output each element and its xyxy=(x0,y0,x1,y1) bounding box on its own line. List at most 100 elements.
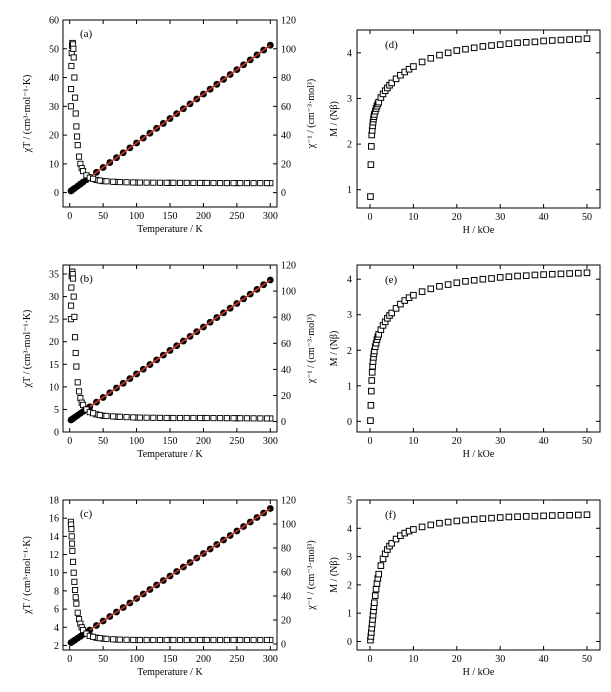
x-tick-label: 300 xyxy=(263,436,278,447)
y-tick-label-left: 10 xyxy=(49,568,59,579)
y-tick-label: 4 xyxy=(347,48,352,59)
x-axis-label: Temperature / K xyxy=(137,667,203,678)
x-tick-label: 30 xyxy=(495,654,505,665)
chiT-point xyxy=(90,175,97,182)
chiT-point xyxy=(230,180,237,187)
chiT-point xyxy=(190,414,197,422)
panel-f: 0 10 20 30 40 50 0 1 2 3 4 5 H / kOe M / (Nβ) (f) xyxy=(329,496,601,678)
y-tick-label-right: 20 xyxy=(281,391,291,402)
panel-label: (e) xyxy=(385,274,398,286)
plot-frame xyxy=(356,264,601,433)
y-tick-label-right: 0 xyxy=(281,640,286,651)
chiT-point xyxy=(230,636,237,644)
chiT-point xyxy=(243,415,250,422)
magnetization-point xyxy=(522,513,530,520)
y-tick-label-left: 15 xyxy=(49,360,59,371)
magnetization-point xyxy=(444,49,452,57)
y-tick-label-right: 20 xyxy=(281,616,291,627)
fit-line xyxy=(89,44,271,178)
x-tick-label: 0 xyxy=(368,436,373,447)
magnetization-point xyxy=(488,42,495,49)
panel-label: (a) xyxy=(80,28,93,40)
y-axis-label: M / (Nβ) xyxy=(329,557,340,593)
chiT-point xyxy=(74,142,81,149)
chiT-point xyxy=(197,414,204,422)
magnetization-point xyxy=(462,45,469,53)
x-tick-label: 50 xyxy=(98,436,108,447)
y-axis-label-left: χT / (cm³·mol⁻¹·K) xyxy=(22,310,33,389)
magnetization-point xyxy=(575,269,582,277)
panel-b: 0 50 100 150 200 250 3000510152025303502040608… xyxy=(22,261,317,461)
y-axis-label-left: χT / (cm³·mol⁻¹·K) xyxy=(22,75,33,154)
magnetization-point xyxy=(410,526,417,533)
x-tick-label: 150 xyxy=(163,211,178,222)
x-tick-label: 200 xyxy=(196,654,211,665)
chiT-point xyxy=(69,558,77,565)
chiT-point xyxy=(217,179,224,187)
chiT-point xyxy=(170,636,177,644)
magnetization-point xyxy=(371,599,378,607)
chiT-point xyxy=(103,635,110,642)
x-axis-label: H / kOe xyxy=(463,449,495,460)
x-tick-label: 100 xyxy=(129,436,144,447)
magnetization-point xyxy=(377,562,385,569)
x-tick-label: 300 xyxy=(263,211,278,222)
magnetization-point xyxy=(436,519,443,527)
magnetization-point xyxy=(427,285,435,293)
x-tick-label: 250 xyxy=(229,211,244,222)
magnetization-point xyxy=(583,269,591,277)
chiT-point xyxy=(210,415,217,422)
chiT-point xyxy=(183,414,190,422)
magnetization-point xyxy=(531,271,539,279)
magnetization-point xyxy=(583,511,591,519)
chiT-point xyxy=(73,133,81,140)
chiT-point xyxy=(130,414,137,421)
chiT-point xyxy=(257,180,264,187)
magnetization-point xyxy=(368,369,376,376)
chiT-point xyxy=(243,636,250,644)
x-tick-label: 0 xyxy=(368,654,373,665)
y-tick-label-right: 80 xyxy=(281,73,291,84)
y-tick-label-left: 12 xyxy=(49,550,59,561)
x-tick-label: 20 xyxy=(452,654,462,665)
chiT-point xyxy=(73,600,80,607)
magnetization-point xyxy=(557,36,565,44)
plot-frame xyxy=(356,29,601,209)
x-axis-label: H / kOe xyxy=(463,667,495,678)
magnetization-point xyxy=(566,270,573,277)
magnetization-point xyxy=(367,402,375,409)
chiT-point xyxy=(123,414,130,421)
magnetization-point xyxy=(436,283,443,290)
chiT-point xyxy=(68,526,75,533)
y-tick-label-left: 40 xyxy=(49,73,59,84)
y-tick-label: 3 xyxy=(347,94,352,105)
y-tick-label: 2 xyxy=(347,140,352,151)
chiT-point xyxy=(71,586,79,594)
y-tick-label-right: 40 xyxy=(281,365,291,376)
chiT-point xyxy=(69,547,76,554)
magnetization-point xyxy=(388,309,396,317)
y-tick-label: 1 xyxy=(347,381,352,392)
chiT-point xyxy=(223,636,230,644)
chiT-point xyxy=(136,179,143,186)
chiT-point xyxy=(80,401,87,408)
chiT-point xyxy=(163,636,170,644)
magnetization-point xyxy=(496,41,504,48)
y-tick-label-right: 40 xyxy=(281,592,291,603)
y-tick-label-right: 60 xyxy=(281,339,291,350)
y-tick-label-left: 4 xyxy=(54,623,59,634)
chiT-point xyxy=(90,410,97,417)
magnetization-point xyxy=(436,51,443,59)
magnetization-point xyxy=(505,273,513,281)
magnetization-point xyxy=(375,570,382,578)
magnetization-point xyxy=(372,585,380,593)
y-tick-label-right: 100 xyxy=(281,520,296,531)
y-tick-label-right: 20 xyxy=(281,159,291,170)
chiT-point xyxy=(110,413,117,420)
chiT-point xyxy=(190,636,197,644)
fit-line xyxy=(89,507,271,631)
chiT-point xyxy=(68,284,75,291)
chiT-point xyxy=(68,540,76,547)
chiT-point xyxy=(67,85,75,93)
